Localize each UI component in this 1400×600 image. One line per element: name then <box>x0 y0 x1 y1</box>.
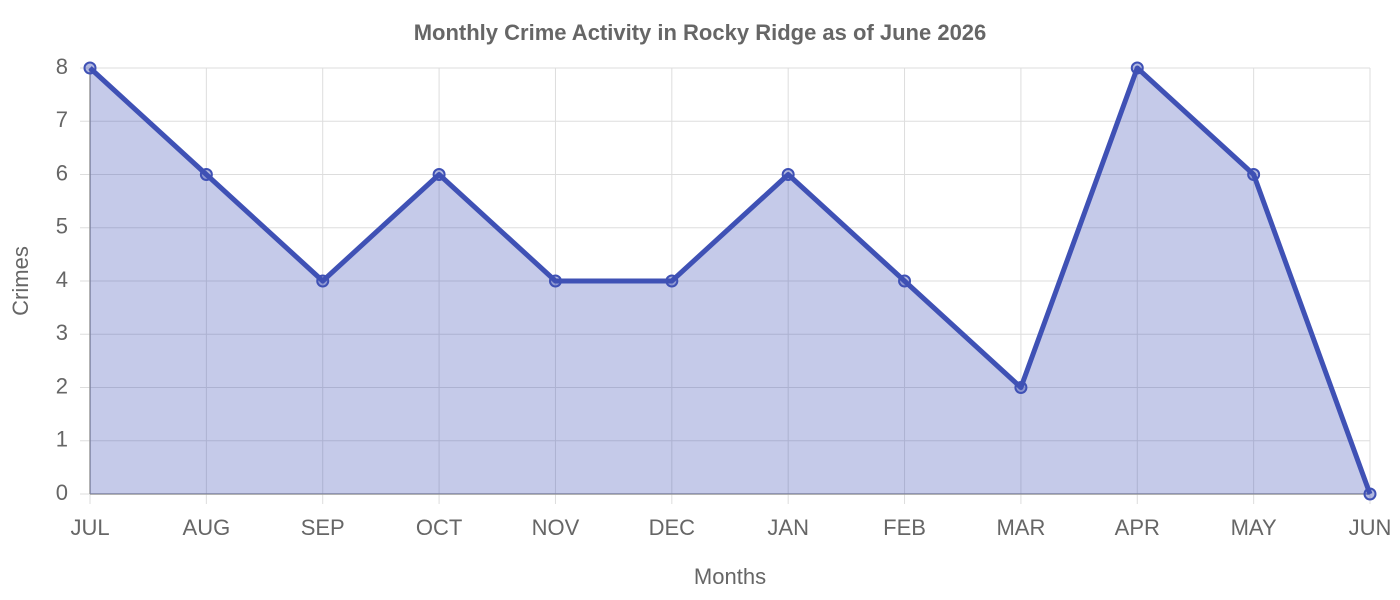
point <box>83 61 97 75</box>
x-axis-label: Months <box>694 564 766 589</box>
x-tick-label: SEP <box>301 515 345 540</box>
chart-title: Monthly Crime Activity in Rocky Ridge as… <box>414 20 987 45</box>
point <box>665 274 679 288</box>
x-tick-label: MAR <box>996 515 1045 540</box>
x-tick-label: OCT <box>416 515 462 540</box>
y-tick-label: 3 <box>56 320 68 345</box>
line <box>88 65 1373 495</box>
x-tick-label: AUG <box>183 515 231 540</box>
point <box>898 274 912 288</box>
x-tick-label: APR <box>1115 515 1160 540</box>
y-tick-label: 8 <box>56 54 68 79</box>
point <box>432 168 446 181</box>
point <box>1130 61 1144 75</box>
point <box>1014 381 1028 394</box>
y-tick-label: 1 <box>56 427 68 452</box>
x-tick-label: MAY <box>1231 515 1277 540</box>
x-tick-label: JAN <box>767 515 809 540</box>
y-axis-label: Crimes <box>8 246 33 316</box>
x-tick-label: JUN <box>1349 515 1392 540</box>
x-tick-label: DEC <box>649 515 696 540</box>
point <box>199 168 213 181</box>
x-tick-label: FEB <box>883 515 926 540</box>
point <box>781 168 795 181</box>
area-fill <box>90 68 1370 494</box>
x-tick-label: NOV <box>532 515 580 540</box>
y-tick-label: 4 <box>56 267 68 292</box>
x-tick-label: JUL <box>70 515 109 540</box>
y-tick-label: 2 <box>56 373 68 398</box>
y-tick-label: 6 <box>56 160 68 185</box>
point <box>548 274 562 288</box>
point <box>316 274 330 288</box>
y-tick-label: 0 <box>56 480 68 505</box>
point <box>1363 487 1377 501</box>
point <box>1247 168 1261 181</box>
y-tick-label: 7 <box>56 107 68 132</box>
y-tick-label: 5 <box>56 214 68 239</box>
